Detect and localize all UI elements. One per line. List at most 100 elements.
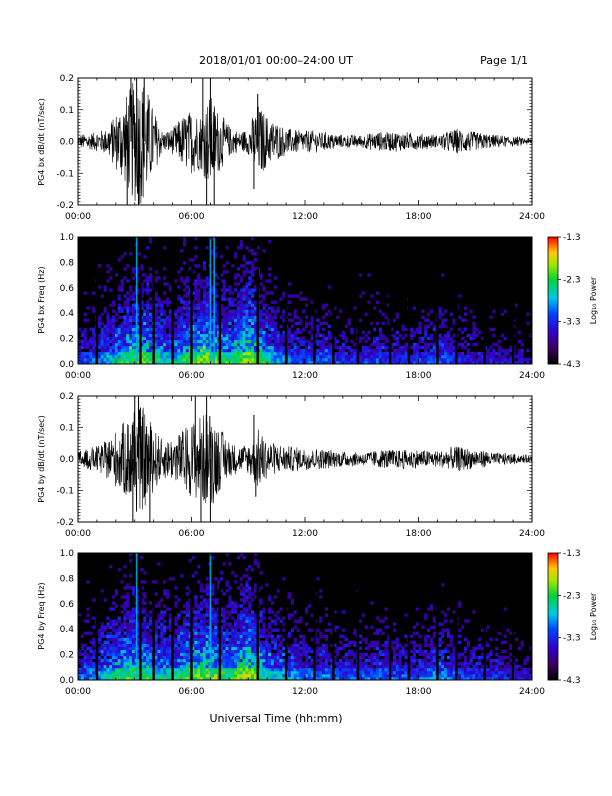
- heatmap-cell: [143, 273, 146, 276]
- heatmap-cell: [245, 626, 248, 629]
- heatmap-cell: [291, 319, 294, 322]
- heatmap-cell: [121, 656, 124, 659]
- heatmap-cell: [180, 276, 183, 279]
- heatmap-cell: [146, 671, 149, 674]
- heatmap-cell: [206, 632, 209, 635]
- heatmap-cell: [226, 325, 229, 328]
- heatmap-cell: [186, 294, 189, 297]
- heatmap-cell: [166, 346, 169, 349]
- heatmap-cell: [84, 358, 87, 361]
- heatmap-cell: [245, 598, 248, 601]
- heatmap-cell: [160, 352, 163, 355]
- heatmap-cell: [214, 650, 217, 653]
- heatmap-cell: [444, 337, 447, 340]
- heatmap-cell: [104, 285, 107, 288]
- heatmap-cell: [248, 632, 251, 635]
- heatmap-cell: [384, 358, 387, 361]
- heatmap-cell: [109, 671, 112, 674]
- heatmap-cell: [206, 310, 209, 313]
- heatmap-cell: [243, 313, 246, 316]
- heatmap-cell: [194, 349, 197, 352]
- heatmap-cell: [197, 650, 200, 653]
- heatmap-cell: [132, 319, 135, 322]
- heatmap-cell: [243, 647, 246, 650]
- heatmap-cell: [206, 340, 209, 343]
- heatmap-cell: [237, 313, 240, 316]
- heatmap-cell: [123, 662, 126, 665]
- heatmap-cell: [268, 291, 271, 294]
- heatmap-cell: [194, 674, 197, 677]
- heatmap-cell: [336, 355, 339, 358]
- heatmap-cell: [268, 650, 271, 653]
- heatmap-cell: [231, 632, 234, 635]
- heatmap-cell: [231, 659, 234, 662]
- heatmap-cell: [206, 334, 209, 337]
- heatmap-cell: [149, 644, 152, 647]
- heatmap-cell: [163, 665, 166, 668]
- heatmap-cell: [245, 267, 248, 270]
- data-gap: [190, 269, 192, 364]
- heatmap-cell: [319, 674, 322, 677]
- heatmap-cell: [274, 620, 277, 623]
- heatmap-cell: [197, 279, 200, 282]
- heatmap-cell: [305, 316, 308, 319]
- heatmap-cell: [291, 659, 294, 662]
- heatmap-cell: [214, 665, 217, 668]
- heatmap-cell: [265, 334, 268, 337]
- heatmap-cell: [404, 343, 407, 346]
- heatmap-cell: [237, 623, 240, 626]
- heatmap-cell: [200, 659, 203, 662]
- heatmap-cell: [226, 307, 229, 310]
- heatmap-cell: [396, 340, 399, 343]
- heatmap-cell: [228, 297, 231, 300]
- heatmap-cell: [248, 358, 251, 361]
- heatmap-cell: [121, 623, 124, 626]
- heatmap-cell: [206, 586, 209, 589]
- heatmap-cell: [472, 352, 475, 355]
- heatmap-cell: [438, 340, 441, 343]
- heatmap-cell: [441, 343, 444, 346]
- heatmap-cell: [106, 319, 109, 322]
- heatmap-cell: [322, 337, 325, 340]
- heatmap-cell: [163, 644, 166, 647]
- heatmap-cell: [248, 662, 251, 665]
- heatmap-cell: [149, 662, 152, 665]
- heatmap-cell: [240, 355, 243, 358]
- heatmap-cell: [104, 668, 107, 671]
- heatmap-cell: [325, 355, 328, 358]
- data-gap: [357, 269, 359, 364]
- heatmap-cell: [149, 240, 152, 243]
- heatmap-cell: [149, 349, 152, 352]
- heatmap-cell: [299, 337, 302, 340]
- heatmap-cell: [101, 334, 104, 337]
- heatmap-cell: [376, 337, 379, 340]
- heatmap-cell: [183, 243, 186, 246]
- heatmap-cell: [248, 355, 251, 358]
- heatmap-cell: [166, 656, 169, 659]
- heatmap-cell: [373, 349, 376, 352]
- heatmap-cell: [194, 294, 197, 297]
- heatmap-cell: [174, 653, 177, 656]
- heatmap-cell: [126, 310, 129, 313]
- heatmap-cell: [112, 668, 115, 671]
- heatmap-cell: [177, 346, 180, 349]
- heatmap-cell: [243, 598, 246, 601]
- heatmap-cell: [121, 665, 124, 668]
- heatmap-cell: [160, 598, 163, 601]
- heatmap-cell: [155, 662, 158, 665]
- heatmap-cell: [319, 343, 322, 346]
- heatmap-cell: [359, 674, 362, 677]
- heatmap-cell: [342, 358, 345, 361]
- heatmap-cell: [146, 358, 149, 361]
- heatmap-cell: [234, 343, 237, 346]
- heatmap-cell: [260, 276, 263, 279]
- heatmap-cell: [183, 282, 186, 285]
- heatmap-cell: [177, 638, 180, 641]
- heatmap-cell: [115, 313, 118, 316]
- heatmap-cell: [427, 325, 430, 328]
- heatmap-cell: [384, 316, 387, 319]
- heatmap-cell: [155, 310, 158, 313]
- heatmap-cell: [319, 647, 322, 650]
- heatmap-cell: [186, 310, 189, 313]
- heatmap-cell: [186, 291, 189, 294]
